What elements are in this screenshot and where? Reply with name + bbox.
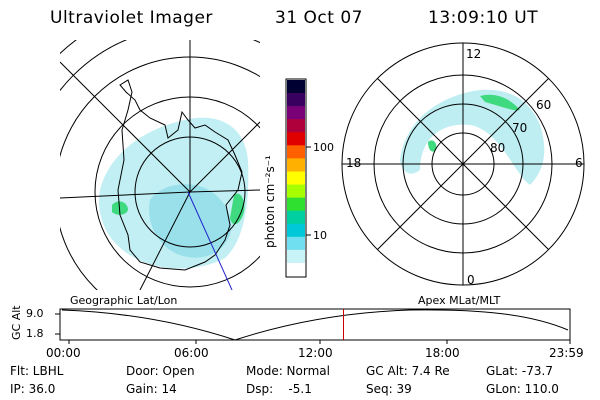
lon-line-a [60,61,191,193]
status-filter: Flt: LBHL [10,364,64,378]
status-gc-alt: GC Alt: 7.4 Re [366,364,450,378]
satellite-track [187,191,233,290]
colorbar-cell [287,93,305,107]
oval-hotspot-left [428,140,437,152]
colorbar-cell [287,119,305,133]
altitude-ytick-min: 1.8 [26,327,44,340]
altitude-plot [55,308,571,344]
xtick-1200: 12:00 [298,346,333,360]
colorbar-cell [287,236,305,251]
status-ip: IP: 36.0 [10,382,56,396]
color-scale-bar [285,78,311,278]
apex-caption: Apex MLat/MLT [418,294,501,307]
altitude-curve [61,309,569,341]
colorbar-cell [287,223,305,238]
colorbar-cell [287,145,305,159]
coastline [117,79,243,271]
mlt-label-top: 12 [466,47,482,61]
aurora-hotspot-right [230,193,245,225]
geographic-map [60,40,260,290]
xtick-1800: 18:00 [425,346,460,360]
status-glat: GLat: -73.7 [486,364,553,378]
mlt-label-left: 18 [346,156,362,170]
mlat-label-60: 60 [536,98,552,112]
mlt-line-diag-b [377,78,549,250]
oval-hotspot-top [480,94,520,111]
colorbar-tick-10: 10 [313,229,327,242]
aurora-hotspot-left [112,201,128,215]
xtick-0000: 00:00 [46,346,81,360]
lon-line-d [189,189,260,193]
geographic-caption: Geographic Lat/Lon [70,294,178,307]
colorbar-cell [287,197,305,212]
aurora-core [149,184,232,258]
xtick-0600: 06:00 [174,346,209,360]
colorbar-cell [287,262,305,277]
status-glon: GLon: 110.0 [486,382,559,396]
lon-line-b [189,121,260,193]
colorbar-unit-label: photon cm⁻²s⁻¹ [263,155,277,248]
colorbar-cell [287,80,305,94]
altitude-ylabel: GC Alt [10,305,23,340]
altitude-ytick-max: 9.0 [26,307,44,320]
colorbar-cell [287,249,305,264]
colorbar-cell [287,171,305,186]
auroral-oval [400,89,545,185]
colorbar-tick-100: 100 [313,141,334,154]
mlt-label-bottom: 0 [467,273,475,287]
colorbar-cell [287,184,305,199]
mlat-mlt-polar-plot [341,42,585,286]
mlt-label-right: 6 [575,156,583,170]
mlat-label-80: 80 [490,141,506,155]
date-label: 31 Oct 07 [275,8,363,28]
xtick-2359: 23:59 [549,346,584,360]
lon-line-c [60,191,191,199]
colorbar-cell [287,106,305,120]
colorbar-cell [287,158,305,172]
time-label: 13:09:10 UT [428,8,539,28]
instrument-title: Ultraviolet Imager [50,8,213,28]
colorbar-cell [287,210,305,225]
status-gain: Gain: 14 [126,382,177,396]
status-seq: Seq: 39 [366,382,412,396]
status-door: Door: Open [126,364,195,378]
mlat-label-70: 70 [512,121,528,135]
colorbar-cell [287,132,305,146]
status-dsp: Dsp: -5.1 [246,382,312,396]
status-mode: Mode: Normal [246,364,330,378]
lon-line-e [139,191,191,290]
